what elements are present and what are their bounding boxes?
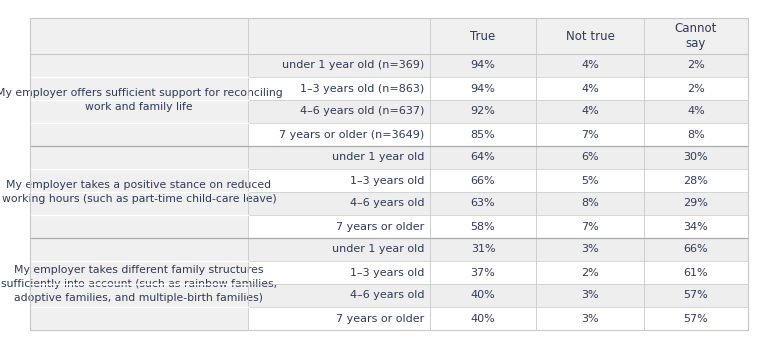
Text: 31%: 31% — [471, 245, 495, 254]
Text: 4%: 4% — [581, 106, 599, 117]
Text: 29%: 29% — [684, 198, 708, 209]
Text: 40%: 40% — [471, 290, 495, 301]
Text: 37%: 37% — [471, 267, 495, 278]
Text: 57%: 57% — [684, 290, 708, 301]
Text: 1–3 years old: 1–3 years old — [349, 175, 424, 186]
Text: 64%: 64% — [471, 153, 495, 162]
Bar — [30, 146, 248, 238]
Text: 3%: 3% — [581, 314, 599, 323]
Text: 94%: 94% — [471, 84, 495, 93]
Text: 58%: 58% — [471, 222, 495, 231]
Text: 61%: 61% — [684, 267, 708, 278]
Text: 34%: 34% — [684, 222, 708, 231]
Bar — [30, 18, 748, 54]
Text: 1–3 years old: 1–3 years old — [349, 267, 424, 278]
Bar — [30, 215, 748, 238]
Bar — [30, 307, 748, 330]
Text: 28%: 28% — [684, 175, 708, 186]
Text: My employer takes different family structures
sufficiently into account (such as: My employer takes different family struc… — [1, 265, 277, 303]
Text: 66%: 66% — [471, 175, 495, 186]
Text: 1–3 years old (n=863): 1–3 years old (n=863) — [300, 84, 424, 93]
Text: 8%: 8% — [581, 198, 599, 209]
Bar — [30, 261, 748, 284]
Text: 66%: 66% — [684, 245, 708, 254]
Text: 7 years or older: 7 years or older — [336, 222, 424, 231]
Bar — [30, 284, 748, 307]
Text: under 1 year old (n=369): under 1 year old (n=369) — [282, 61, 424, 70]
Text: 2%: 2% — [581, 267, 599, 278]
Text: 2%: 2% — [687, 61, 705, 70]
Bar — [30, 238, 248, 330]
Bar — [30, 100, 748, 123]
Bar — [30, 123, 748, 146]
Text: 4–6 years old: 4–6 years old — [349, 290, 424, 301]
Text: 7 years or older: 7 years or older — [336, 314, 424, 323]
Text: 4%: 4% — [687, 106, 705, 117]
Text: 5%: 5% — [581, 175, 599, 186]
Bar — [30, 77, 748, 100]
Text: 6%: 6% — [581, 153, 599, 162]
Text: 3%: 3% — [581, 245, 599, 254]
Text: 63%: 63% — [471, 198, 495, 209]
Text: 8%: 8% — [687, 130, 705, 140]
Text: 7 years or older (n=3649): 7 years or older (n=3649) — [279, 130, 424, 140]
Bar — [30, 18, 748, 330]
Text: My employer offers sufficient support for reconciling
work and family life: My employer offers sufficient support fo… — [0, 88, 283, 112]
Text: 4–6 years old: 4–6 years old — [349, 198, 424, 209]
Text: 30%: 30% — [684, 153, 708, 162]
Text: 4%: 4% — [581, 84, 599, 93]
Text: 57%: 57% — [684, 314, 708, 323]
Text: My employer takes a positive stance on reduced
working hours (such as part-time : My employer takes a positive stance on r… — [2, 180, 276, 204]
Text: 85%: 85% — [471, 130, 495, 140]
Bar — [30, 238, 748, 261]
Text: 40%: 40% — [471, 314, 495, 323]
Bar — [30, 146, 748, 169]
Text: True: True — [470, 29, 495, 42]
Text: 7%: 7% — [581, 130, 599, 140]
Bar — [30, 54, 748, 77]
Text: 2%: 2% — [687, 84, 705, 93]
Text: 3%: 3% — [581, 290, 599, 301]
Bar — [30, 54, 248, 146]
Bar — [30, 192, 748, 215]
Text: 92%: 92% — [471, 106, 495, 117]
Text: 4%: 4% — [581, 61, 599, 70]
Text: under 1 year old: under 1 year old — [332, 245, 424, 254]
Text: Not true: Not true — [565, 29, 614, 42]
Text: 7%: 7% — [581, 222, 599, 231]
Text: 4–6 years old (n=637): 4–6 years old (n=637) — [300, 106, 424, 117]
Bar — [30, 169, 748, 192]
Text: under 1 year old: under 1 year old — [332, 153, 424, 162]
Text: Cannot
say: Cannot say — [675, 21, 717, 50]
Text: 94%: 94% — [471, 61, 495, 70]
